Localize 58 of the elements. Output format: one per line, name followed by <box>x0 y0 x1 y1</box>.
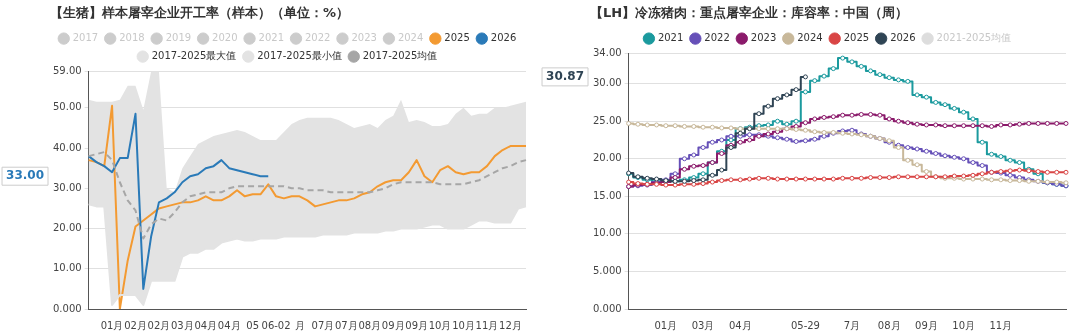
y-tick-label: 20.00 <box>52 222 82 234</box>
x-tick-label: 03月 <box>170 319 194 331</box>
y-tick-label: 59.00 <box>52 65 82 77</box>
legend-label: 2025 <box>444 32 470 44</box>
legend-label: 2022 <box>704 32 730 44</box>
x-tick-label: 05-29 <box>790 319 820 331</box>
y-tick-label: 15.00 <box>592 189 622 201</box>
legend-label: 2024 <box>797 32 823 44</box>
y-tick-label: 25.00 <box>592 114 622 126</box>
y-tick-label: 5.000 <box>592 265 622 277</box>
x-tick-label: 09月 <box>915 319 938 331</box>
legend-label: 2017-2025最小值 <box>257 50 342 62</box>
x-tick-label: 月 <box>294 319 305 331</box>
line-series <box>87 151 527 240</box>
y-tick-label: 30.00 <box>592 77 622 89</box>
text: 30.87 <box>546 69 585 84</box>
legend-label: 2023 <box>750 32 777 44</box>
x-tick-label: 10月 <box>428 319 452 331</box>
x-tick-label: 11月 <box>475 319 499 331</box>
y-tick-label: 30.00 <box>52 181 82 193</box>
x-tick-label: 07月 <box>311 319 335 331</box>
x-tick-label: 04月 <box>194 319 218 331</box>
x-tick-label: 04月 <box>728 319 752 331</box>
y-tick-label: 10.00 <box>52 262 82 274</box>
chart-title: 【生猪】样本屠宰企业开工率（样本）（单位：%） <box>50 5 350 21</box>
legend-label: 2026 <box>890 32 916 44</box>
x-tick-label: 09月 <box>381 319 405 331</box>
y-tick-label: 40.00 <box>52 141 82 153</box>
x-tick-label: 05 <box>246 319 260 331</box>
x-tick-label: 08月 <box>877 319 901 331</box>
legend-label: 2017-2025均值 <box>362 50 438 62</box>
y-tick-label: 50.00 <box>52 101 82 113</box>
y-tick-label: 20.00 <box>592 152 622 164</box>
x-tick-label: 10月 <box>452 319 475 331</box>
x-tick-label: 02月 <box>147 319 171 331</box>
legend-label: 2026 <box>490 32 517 44</box>
y-tick-label: 0.000 <box>52 302 82 314</box>
x-tick-label: 10月 <box>952 319 975 331</box>
x-tick-label: 11月 <box>989 319 1013 331</box>
y-tick-label: 0.000 <box>592 302 622 314</box>
x-tick-label: 08月 <box>358 319 382 331</box>
x-tick-label: 7月 <box>843 319 861 331</box>
x-tick-label: 12月 <box>499 319 522 331</box>
y-tick-label: 34.00 <box>592 47 622 59</box>
text: 33.00 <box>6 168 45 183</box>
chart-title: 【LH】冷冻猪肉：重点屠宰企业：库容率：中国（周） <box>590 5 909 21</box>
x-tick-label: 03月 <box>691 319 715 331</box>
legend-label: 2025 <box>843 32 870 44</box>
x-tick-label: 01月 <box>654 319 678 331</box>
x-tick-label: 06-02 <box>261 319 291 331</box>
x-tick-label: 01月 <box>100 319 124 331</box>
legend-label: 2017-2025最大值 <box>151 50 237 62</box>
x-tick-label: 02月 <box>124 319 147 331</box>
x-tick-label: 09月 <box>405 319 429 331</box>
legend-label: 2021 <box>657 32 684 44</box>
y-tick-label: 10.00 <box>592 227 622 239</box>
x-tick-label: 07月 <box>335 319 358 331</box>
x-tick-label: 04月 <box>217 319 241 331</box>
